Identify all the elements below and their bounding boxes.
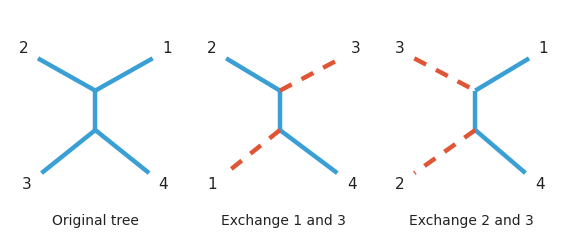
- Text: 4: 4: [347, 176, 357, 192]
- Text: 4: 4: [159, 176, 168, 192]
- Text: 2: 2: [207, 41, 217, 56]
- Text: 1: 1: [207, 176, 217, 192]
- Text: Original tree: Original tree: [52, 213, 139, 226]
- Text: 2: 2: [395, 176, 405, 192]
- Text: 1: 1: [539, 41, 548, 56]
- Text: Exchange 2 and 3: Exchange 2 and 3: [409, 213, 534, 226]
- Text: 3: 3: [350, 41, 360, 56]
- Text: 3: 3: [22, 176, 32, 192]
- Text: 2: 2: [19, 41, 28, 56]
- Text: 1: 1: [162, 41, 172, 56]
- Text: 3: 3: [395, 41, 405, 56]
- Text: 4: 4: [535, 176, 545, 192]
- Text: Exchange 1 and 3: Exchange 1 and 3: [221, 213, 346, 226]
